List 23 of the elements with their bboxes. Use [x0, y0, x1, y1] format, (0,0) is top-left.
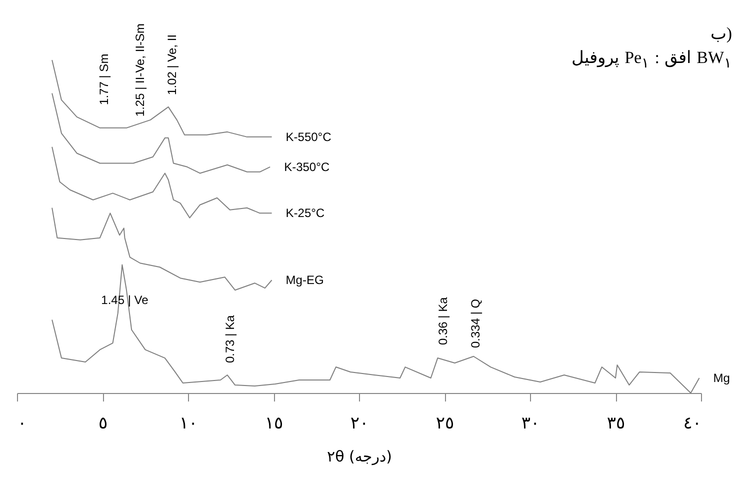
- series-label: K-350°C: [284, 160, 330, 174]
- x-tick-label: ٣٥: [606, 414, 626, 434]
- annotation: 1.25 | II-Ve, II-Sm: [133, 23, 148, 117]
- x-axis-title: ٢θ (درجه): [327, 448, 392, 466]
- series-label: Mg: [713, 371, 730, 386]
- x-tick-label: ١٠: [179, 414, 198, 434]
- annotation: 1.77 | Sm: [97, 54, 112, 105]
- x-tick-label: ٠: [18, 414, 27, 434]
- annotation: 1.45 | Ve: [101, 292, 149, 307]
- series-label: K-25°C: [286, 206, 325, 220]
- x-tick-label: ٤٠: [683, 414, 702, 434]
- chart-title: ب): [710, 23, 732, 45]
- series-label: Mg-EG: [286, 273, 324, 288]
- x-tick-label: ٢٠: [350, 414, 369, 434]
- annotation: 0.73 | Ka: [222, 314, 237, 364]
- x-tick-label: ٥: [98, 414, 108, 434]
- series-label: K-550°C: [286, 130, 332, 144]
- x-tick-label: ٢٥: [436, 414, 454, 434]
- x-tick-label: ٣٠: [521, 414, 540, 434]
- x-tick-label: ١٥: [264, 414, 284, 434]
- annotation: 0.36 | Ka: [436, 296, 450, 346]
- annotation: 1.02 | Ve, II: [164, 34, 179, 95]
- annotation: 0.334 | Q: [468, 298, 482, 348]
